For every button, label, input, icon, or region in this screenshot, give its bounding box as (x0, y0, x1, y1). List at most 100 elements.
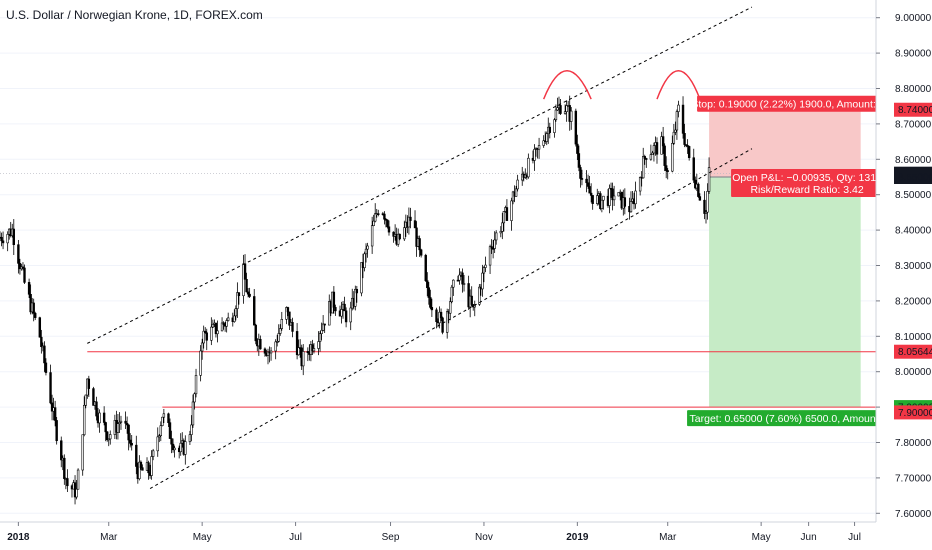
candle-body (349, 307, 352, 323)
candle-body (458, 274, 461, 281)
target-label-text: Target: 0.65000 (7.60%) 6500.0, Amount: … (690, 413, 917, 425)
candle-body (220, 322, 224, 332)
candle-body (666, 170, 669, 172)
candle-body (697, 183, 700, 197)
candle-body (277, 333, 280, 342)
candle-body (563, 111, 567, 114)
candle-body (576, 143, 579, 154)
candle-body (147, 462, 150, 474)
candle-body (643, 156, 646, 159)
candle-body (677, 104, 680, 112)
candle-body (462, 283, 466, 285)
candle-body (259, 338, 262, 350)
candle-body (684, 144, 688, 146)
candle-body (98, 412, 101, 424)
grid (0, 17, 876, 514)
pattern-arcs (542, 70, 701, 100)
time-axis: 2018 Mar May Jul Sep Nov 2019 Mar May Jun Jul (0, 521, 876, 550)
candle-body (588, 186, 591, 194)
candle-body (611, 188, 614, 201)
chart-title: U.S. Dollar / Norwegian Krone, 1D, FOREX… (6, 8, 263, 22)
channel-line-upper (87, 6, 753, 344)
candle-body (44, 362, 48, 373)
candle-body (452, 279, 455, 288)
candle-body (130, 442, 133, 446)
candle-body (280, 319, 283, 329)
candle-body (332, 291, 336, 308)
candle-body (556, 107, 559, 111)
candle-body (246, 291, 250, 295)
candle-body (537, 145, 541, 150)
candle-body (193, 393, 196, 403)
stop-zone (709, 109, 861, 177)
candle-body (170, 438, 173, 445)
candle-body (95, 401, 98, 417)
price-tick-label: 8.80000 (895, 84, 932, 95)
time-axis-bg (0, 522, 876, 550)
target-zone (709, 177, 861, 408)
candle-body (135, 444, 138, 467)
candle-body (574, 110, 578, 145)
candle-body (617, 192, 620, 197)
price-tag-bg (894, 405, 932, 420)
candle-body (237, 292, 241, 297)
candle-body (407, 216, 411, 228)
position-zones (0, 109, 876, 408)
candle-body (190, 424, 193, 435)
price-axis: 9.00000 8.90000 8.80000 8.70000 8.60000 8.500… (875, 0, 932, 550)
candle-body (104, 422, 107, 433)
stop-label-text: Stop: 0.19000 (2.22%) 1900.0, Amount: 75… (691, 99, 911, 111)
candle-body (161, 416, 164, 426)
candle-body (60, 440, 63, 461)
candle-body (248, 293, 251, 297)
candle-body (119, 420, 123, 423)
candle-body (288, 311, 291, 326)
candle-body (297, 347, 300, 356)
candle-body (424, 254, 427, 282)
candle-body (672, 131, 676, 144)
candle-body (243, 263, 247, 280)
candle-body (602, 195, 605, 201)
candle-body (470, 295, 473, 305)
candle-body (222, 322, 225, 325)
price-tick-label: 8.40000 (895, 226, 932, 237)
candle-body (403, 227, 406, 240)
candle-body (128, 439, 132, 444)
candle-body (279, 328, 282, 334)
candles (0, 95, 711, 505)
candle-body (467, 283, 470, 308)
candle-body (396, 233, 400, 245)
target-label-bg (687, 410, 920, 427)
time-tick-label: May (752, 532, 771, 543)
candle-body (295, 331, 299, 356)
time-tick-label: 2019 (566, 532, 589, 543)
candle-body (418, 238, 421, 251)
candle-body (127, 424, 130, 441)
candle-body (150, 456, 153, 476)
candle-body (200, 342, 204, 352)
candle-body (21, 266, 25, 269)
candle-body (210, 326, 213, 341)
candle-body (50, 402, 54, 412)
candle-body (334, 307, 337, 312)
price-tick-label: 8.00000 (895, 367, 932, 378)
candle-body (360, 262, 363, 294)
candle-body (456, 279, 460, 282)
candle-body (686, 145, 689, 147)
candle-body (664, 165, 668, 171)
candle-body (236, 292, 239, 309)
candle-body (663, 145, 666, 166)
candle-body (490, 246, 493, 249)
time-tick-label: Mar (659, 532, 677, 543)
candle-body (87, 378, 91, 389)
candle-body (548, 126, 551, 133)
candle-body (156, 436, 159, 452)
candle-body (439, 311, 443, 319)
price-tag-bg (894, 344, 932, 359)
pnl-label-text: Open P&L: −0.00935, Qty: 1315 (732, 172, 882, 184)
candle-body (484, 264, 487, 268)
candle-body (355, 288, 359, 294)
pattern-arc (656, 70, 701, 100)
candle-body (645, 158, 648, 160)
